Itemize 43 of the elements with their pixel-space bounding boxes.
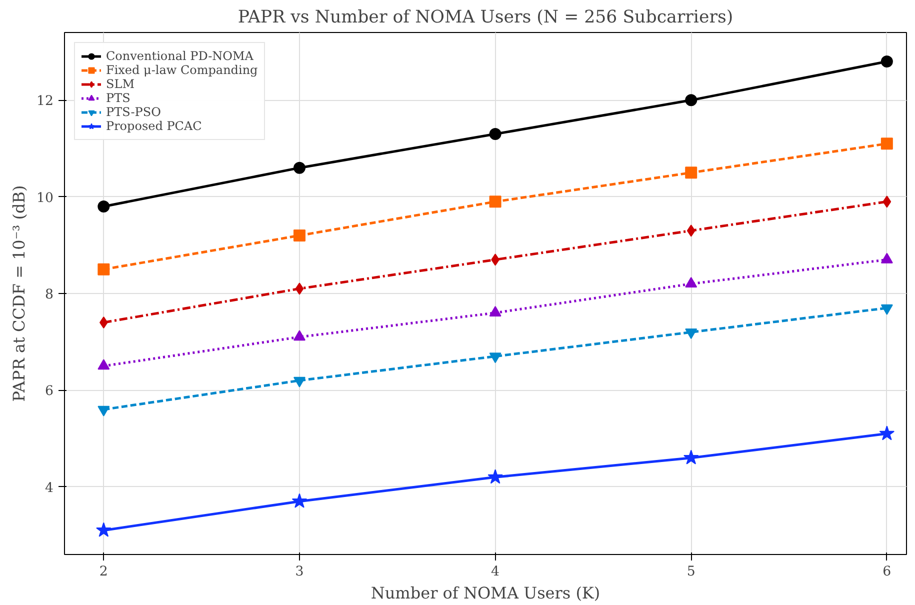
y-tick-label: 8 bbox=[45, 288, 54, 302]
point bbox=[880, 56, 893, 68]
point bbox=[98, 263, 110, 276]
point bbox=[685, 276, 698, 288]
point bbox=[98, 359, 110, 370]
x-tick-label: 5 bbox=[686, 564, 696, 580]
legend-label: SLM bbox=[106, 77, 134, 91]
point bbox=[295, 282, 304, 295]
point bbox=[98, 200, 110, 212]
x-tick-label: 6 bbox=[882, 564, 892, 580]
x-tick-label: 3 bbox=[295, 564, 304, 580]
legend-label: Conventional PD-NOMA bbox=[106, 49, 254, 63]
y-tick-label: 10 bbox=[36, 190, 54, 206]
legend-label: Fixed μ-law Companding bbox=[106, 63, 258, 77]
point bbox=[489, 196, 502, 208]
point bbox=[293, 162, 306, 174]
point bbox=[99, 316, 108, 328]
legend-label: PTS bbox=[106, 91, 130, 105]
y-tick-label: 12 bbox=[36, 94, 54, 110]
y-axis-title: PAPR at CCDF = 10⁻³ (dB) bbox=[10, 185, 29, 402]
point bbox=[293, 230, 306, 242]
x-tick-label: 4 bbox=[491, 564, 500, 580]
point bbox=[882, 196, 892, 208]
point bbox=[685, 166, 698, 179]
point bbox=[489, 128, 502, 140]
point bbox=[293, 330, 306, 341]
y-tick-label: 4 bbox=[45, 480, 54, 496]
point bbox=[880, 252, 893, 264]
point bbox=[488, 469, 503, 484]
point bbox=[96, 522, 112, 537]
y-tick-label: 6 bbox=[45, 384, 54, 400]
point bbox=[683, 450, 699, 464]
point bbox=[292, 493, 308, 508]
chart-title: PAPR vs Number of NOMA Users (N = 256 Subcarriers) bbox=[238, 8, 734, 28]
x-tick-label: 2 bbox=[99, 564, 108, 580]
legend-label: PTS-PSO bbox=[106, 105, 161, 119]
x-axis-title: Number of NOMA Users (K) bbox=[370, 584, 600, 602]
point bbox=[685, 94, 698, 106]
point bbox=[489, 306, 502, 317]
legend-label: Proposed PCAC bbox=[106, 119, 202, 133]
point bbox=[686, 224, 696, 237]
point bbox=[880, 138, 893, 150]
point bbox=[879, 426, 895, 440]
